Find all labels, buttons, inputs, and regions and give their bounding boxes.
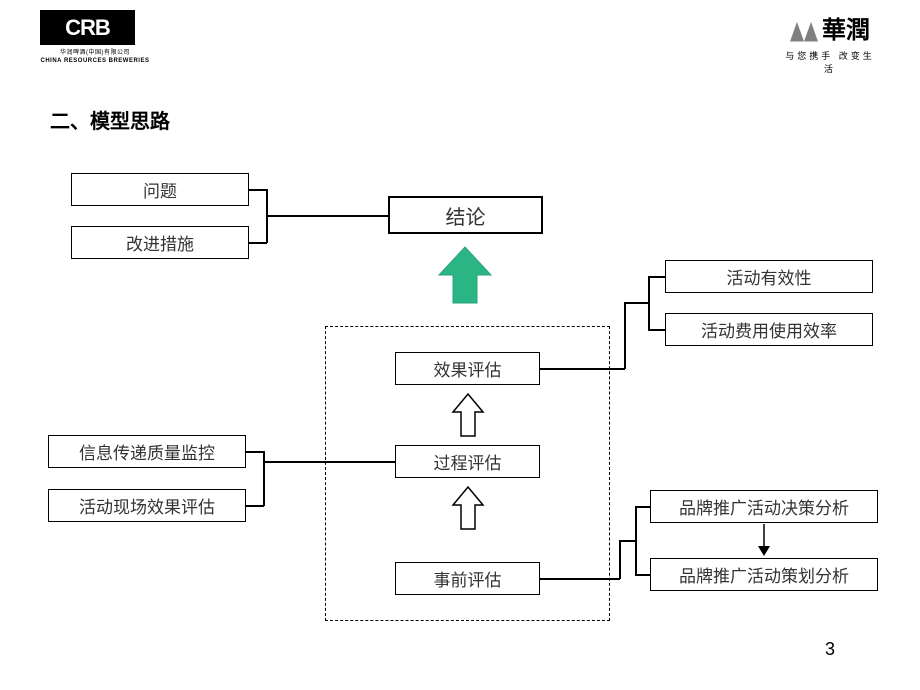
box-brand-plan-label: 品牌推广活动策划分析: [679, 562, 849, 587]
connector-line: [648, 276, 665, 278]
arrow-green-up-icon: [435, 245, 495, 307]
page-title: 二、模型思路: [50, 105, 170, 134]
connector-line: [263, 461, 395, 463]
connector-line: [635, 506, 650, 508]
box-conclusion: 结论: [388, 196, 543, 234]
logo-huarun-icon: [790, 14, 818, 42]
box-brand-decision: 品牌推广活动决策分析: [650, 490, 878, 523]
box-pre-eval-label: 事前评估: [434, 566, 502, 591]
box-brand-decision-label: 品牌推广活动决策分析: [679, 494, 849, 519]
connector-line: [624, 302, 626, 369]
box-pre-eval: 事前评估: [395, 562, 540, 595]
connector-line: [263, 451, 265, 506]
box-effect-eval: 效果评估: [395, 352, 540, 385]
connector-line: [619, 540, 636, 542]
logo-crb-text: CRB: [65, 15, 110, 41]
logo-crb-sub2: CHINA RESOURCES BREWERIES: [40, 58, 150, 64]
box-info-monitor-label: 信息传递质量监控: [79, 439, 215, 464]
box-cost-efficiency-label: 活动费用使用效率: [701, 317, 837, 342]
box-problem: 问题: [71, 173, 249, 206]
arrow-down-icon: [756, 524, 772, 556]
logo-crb-sub1: 华润啤酒(中国)有限公司: [40, 47, 150, 56]
logo-huarun-sub: 与您携手 改变生活: [780, 49, 880, 75]
logo-huarun-mark: 華潤: [780, 10, 880, 45]
box-process-eval-label: 过程评估: [434, 449, 502, 474]
connector-line: [635, 574, 650, 576]
logo-crb-main: CRB: [40, 10, 135, 45]
logo-huarun: 華潤 与您携手 改变生活: [780, 10, 880, 60]
box-effect-eval-label: 效果评估: [434, 356, 502, 381]
box-effectiveness-label: 活动有效性: [727, 264, 812, 289]
box-problem-label: 问题: [143, 177, 177, 202]
box-improve: 改进措施: [71, 226, 249, 259]
connector-line: [246, 451, 264, 453]
connector-line: [249, 189, 267, 191]
connector-line: [249, 242, 267, 244]
page-number: 3: [825, 639, 835, 660]
connector-line: [266, 215, 388, 217]
arrow-up-icon: [451, 392, 485, 440]
connector-line: [635, 506, 637, 575]
box-scene-eval-label: 活动现场效果评估: [79, 493, 215, 518]
box-cost-efficiency: 活动费用使用效率: [665, 313, 873, 346]
connector-line: [619, 540, 621, 579]
connector-line: [540, 368, 625, 370]
connector-line: [540, 578, 620, 580]
box-info-monitor: 信息传递质量监控: [48, 435, 246, 468]
box-process-eval: 过程评估: [395, 445, 540, 478]
logo-crb: CRB 华润啤酒(中国)有限公司 CHINA RESOURCES BREWERI…: [40, 10, 150, 65]
connector-line: [648, 329, 665, 331]
connector-line: [624, 302, 649, 304]
arrow-up-icon: [451, 485, 485, 533]
box-improve-label: 改进措施: [126, 230, 194, 255]
connector-line: [246, 505, 264, 507]
box-scene-eval: 活动现场效果评估: [48, 489, 246, 522]
box-conclusion-label: 结论: [446, 201, 486, 230]
logo-huarun-text: 華潤: [822, 10, 870, 45]
box-brand-plan: 品牌推广活动策划分析: [650, 558, 878, 591]
box-effectiveness: 活动有效性: [665, 260, 873, 293]
